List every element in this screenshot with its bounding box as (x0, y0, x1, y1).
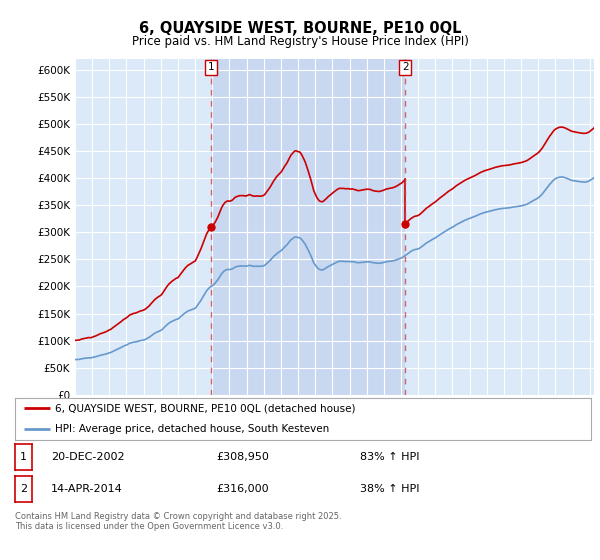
Text: 20-DEC-2002: 20-DEC-2002 (51, 452, 125, 461)
Text: 2: 2 (20, 484, 27, 494)
Text: HPI: Average price, detached house, South Kesteven: HPI: Average price, detached house, Sout… (55, 424, 329, 434)
Text: 6, QUAYSIDE WEST, BOURNE, PE10 0QL: 6, QUAYSIDE WEST, BOURNE, PE10 0QL (139, 21, 461, 36)
Text: £308,950: £308,950 (216, 452, 269, 461)
Text: 83% ↑ HPI: 83% ↑ HPI (360, 452, 419, 461)
Text: Contains HM Land Registry data © Crown copyright and database right 2025.
This d: Contains HM Land Registry data © Crown c… (15, 512, 341, 531)
Text: 38% ↑ HPI: 38% ↑ HPI (360, 484, 419, 493)
Text: 2: 2 (402, 62, 409, 72)
Text: 1: 1 (20, 452, 27, 462)
Text: 14-APR-2014: 14-APR-2014 (51, 484, 123, 493)
Text: 6, QUAYSIDE WEST, BOURNE, PE10 0QL (detached house): 6, QUAYSIDE WEST, BOURNE, PE10 0QL (deta… (55, 403, 356, 413)
Text: 1: 1 (208, 62, 214, 72)
Text: £316,000: £316,000 (216, 484, 269, 493)
Text: Price paid vs. HM Land Registry's House Price Index (HPI): Price paid vs. HM Land Registry's House … (131, 35, 469, 48)
Bar (211, 59, 405, 395)
